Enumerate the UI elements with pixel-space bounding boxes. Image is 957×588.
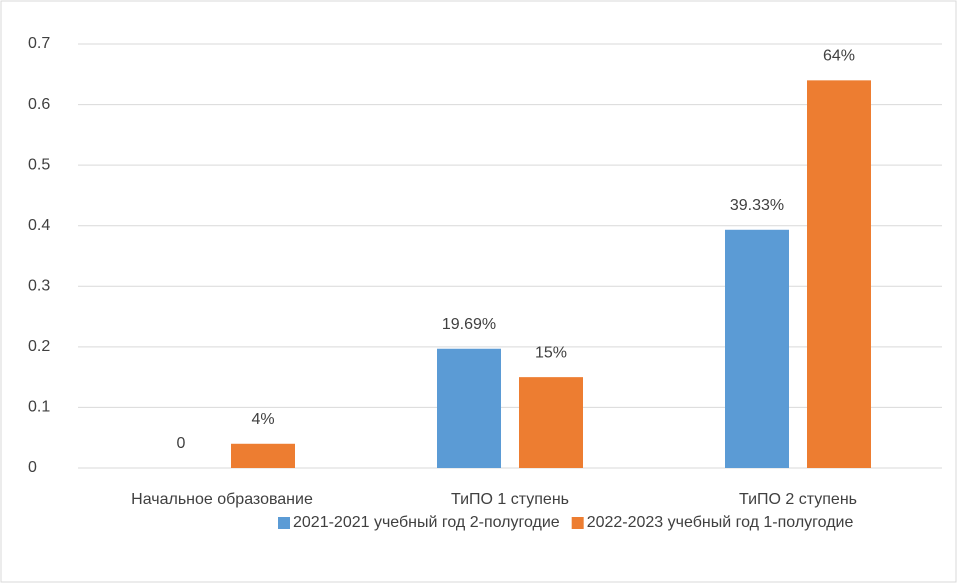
x-tick-label: ТиПО 2 ступень (739, 491, 857, 508)
data-label: 0 (177, 435, 186, 452)
legend-swatch (571, 517, 584, 529)
data-label: 15% (535, 344, 567, 361)
bar (807, 80, 871, 468)
x-tick-label: Начальное образование (131, 491, 313, 508)
x-tick-label: ТиПО 1 ступень (451, 491, 569, 508)
bar (725, 229, 789, 468)
y-tick-label: 0.3 (28, 278, 50, 295)
data-label: 4% (251, 411, 274, 428)
y-tick-label: 0.4 (28, 217, 50, 234)
y-tick-label: 0.5 (28, 156, 50, 173)
y-tick-label: 0.7 (28, 35, 50, 52)
legend-swatch (278, 517, 290, 529)
data-label: 64% (823, 48, 855, 65)
y-tick-label: 0 (28, 459, 37, 476)
data-label: 39.33% (730, 197, 784, 214)
legend-label: 2021-2021 учебный год 2-полугодие (293, 514, 560, 531)
bar (437, 348, 501, 468)
y-tick-label: 0.1 (28, 399, 50, 416)
bar (231, 443, 295, 468)
legend-label: 2022-2023 учебный год 1-полугодие (587, 514, 854, 531)
data-label: 19.69% (442, 316, 496, 333)
y-tick-label: 0.6 (28, 96, 50, 113)
bar (519, 377, 583, 468)
y-tick-label: 0.2 (28, 338, 50, 355)
